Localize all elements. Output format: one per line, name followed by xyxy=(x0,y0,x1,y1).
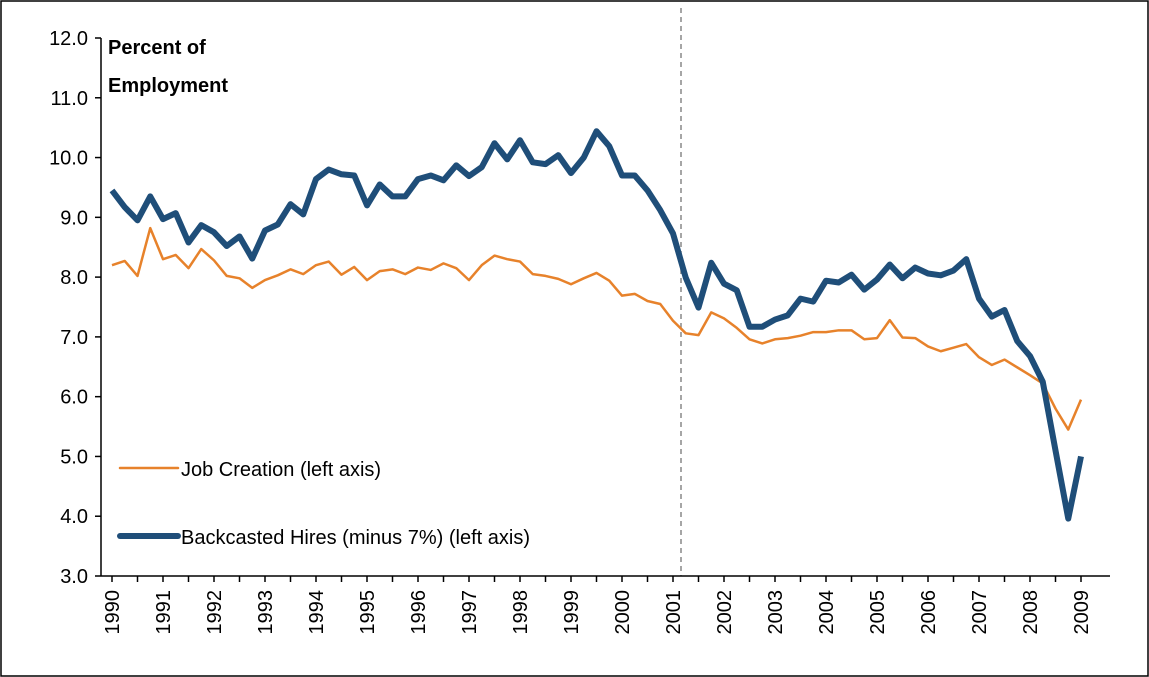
x-tick-label: 2005 xyxy=(867,590,889,635)
y-tick-label: 12.0 xyxy=(49,28,88,50)
x-tick-label: 2007 xyxy=(969,590,991,635)
x-tick-label: 2003 xyxy=(765,590,787,635)
x-tick-label: 2006 xyxy=(918,590,940,635)
series-line xyxy=(109,128,1084,522)
y-tick-label: 8.0 xyxy=(60,267,88,289)
y-tick-label: 10.0 xyxy=(49,148,88,170)
x-tick-label: 2004 xyxy=(816,590,838,635)
x-tick-label: 2009 xyxy=(1071,590,1093,635)
x-tick-label: 2008 xyxy=(1020,590,1042,635)
y-tick-label: 4.0 xyxy=(60,506,88,528)
series-line xyxy=(111,226,1083,431)
y-axis-label: Employment xyxy=(108,75,228,97)
legend-label: Job Creation (left axis) xyxy=(181,459,381,481)
x-tick-label: 1997 xyxy=(459,590,481,635)
x-tick-label: 1995 xyxy=(357,590,379,635)
x-tick-label: 1994 xyxy=(306,590,328,635)
x-tick-label: 2001 xyxy=(663,590,685,635)
x-tick-label: 1992 xyxy=(204,590,226,635)
y-tick-label: 11.0 xyxy=(51,88,88,110)
x-tick-label: 1991 xyxy=(153,590,175,635)
y-tick-label: 5.0 xyxy=(60,446,88,468)
x-tick-label: 1999 xyxy=(561,590,583,635)
x-tick-label: 2000 xyxy=(612,590,634,635)
y-tick-label: 7.0 xyxy=(60,327,88,349)
y-tick-label: 6.0 xyxy=(60,387,88,409)
legend-label: Backcasted Hires (minus 7%) (left axis) xyxy=(181,527,530,549)
x-tick-label: 1998 xyxy=(510,590,532,635)
x-tick-label: 1993 xyxy=(255,590,277,635)
y-tick-label: 3.0 xyxy=(60,566,88,588)
x-tick-label: 2002 xyxy=(714,590,736,635)
y-axis-label: Percent of xyxy=(108,37,206,59)
y-tick-label: 9.0 xyxy=(60,207,88,229)
x-tick-label: 1990 xyxy=(102,590,124,635)
x-tick-label: 1996 xyxy=(408,590,430,635)
